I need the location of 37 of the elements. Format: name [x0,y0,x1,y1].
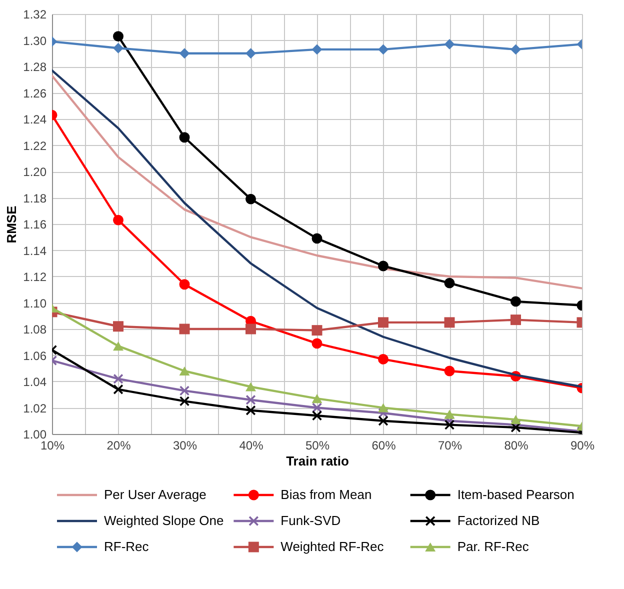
y-tick-label: 1.08 [23,322,47,336]
y-tick-label: 1.30 [23,34,47,48]
y-tick-label: 1.12 [23,270,47,284]
x-tick-label: 10% [40,438,65,452]
legend-label: Factorized NB [457,513,540,528]
x-tick-label: 70% [438,438,462,452]
y-tick-label: 1.24 [23,112,47,126]
legend-label: Item-based Pearson [457,487,574,502]
x-tick-label: 40% [239,438,264,452]
y-tick-label: 1.14 [23,244,47,258]
legend-label: Funk-SVD [280,513,341,528]
legend-label: Per User Average [104,487,206,502]
x-axis-title: Train ratio [286,454,349,468]
y-tick-label: 1.26 [23,86,47,100]
y-tick-label: 1.02 [23,401,47,416]
y-tick-label: 1.20 [23,165,47,179]
y-tick-label: 1.16 [23,218,47,232]
y-tick-label: 1.04 [23,375,47,389]
x-tick-label: 50% [305,438,330,452]
y-tick-label: 1.00 [23,428,47,442]
x-tick-label: 90% [570,438,595,452]
legend-label: Bias from Mean [280,487,372,502]
y-axis-title: RMSE [4,205,20,244]
y-tick-label: 1.22 [23,138,47,153]
y-tick-label: 1.32 [23,8,47,22]
x-tick-label: 80% [504,438,529,452]
x-tick-label: 20% [106,438,132,452]
x-tick-label: 30% [172,438,198,452]
y-tick-label: 1.28 [23,60,47,74]
legend-label: Par. RF-Rec [457,539,530,554]
legend-label: Weighted Slope One [104,513,224,528]
y-tick-label: 1.10 [23,296,47,310]
y-tick-label: 1.18 [23,191,47,206]
legend-label: RF-Rec [104,539,150,554]
legend-label: Weighted RF-Rec [280,539,384,554]
x-tick-label: 60% [372,438,396,452]
y-tick-label: 1.06 [23,348,47,363]
